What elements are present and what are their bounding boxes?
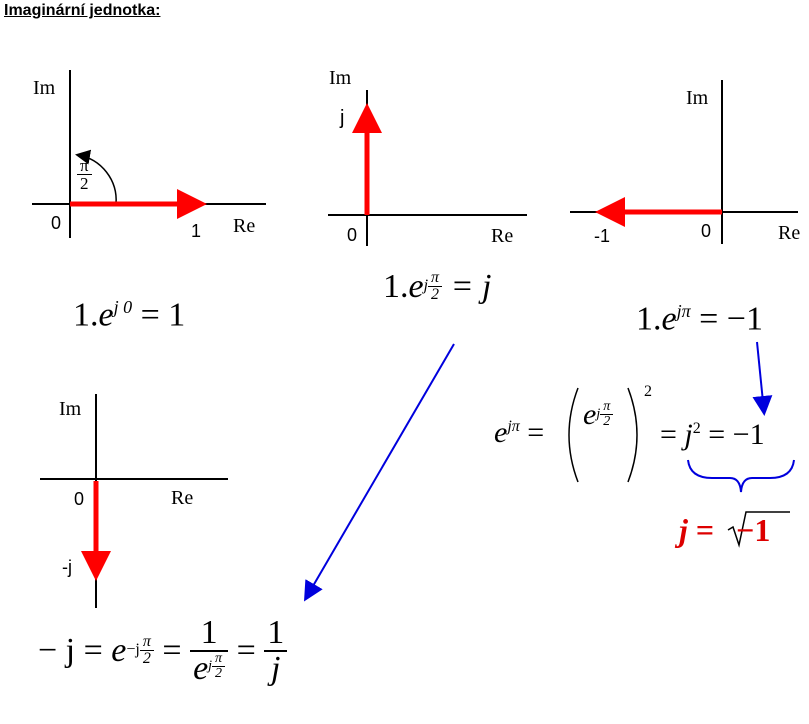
d3-tip-label: -1: [594, 226, 611, 246]
blue-brace: [687, 459, 795, 493]
eq4-left-paren: [568, 387, 579, 483]
equation-2: 1.ej π 2 = j: [383, 268, 492, 305]
d2-tip-label: j: [340, 107, 345, 129]
d4-tip-label: -j: [62, 557, 72, 577]
d2-im-label: Im: [329, 67, 352, 89]
equation-4-rhs: = j2 = −1: [660, 418, 765, 451]
eq4-right-paren: [627, 387, 638, 483]
d4-im-label: Im: [59, 398, 82, 420]
blue-arrow-to-eq6: [303, 343, 455, 602]
d4-re-label: Re: [171, 487, 194, 509]
d3-im-label: Im: [686, 87, 709, 109]
d1-angle-arc: [75, 149, 117, 205]
equation-4-outer-exponent: 2: [644, 383, 652, 400]
sqrt-sign: [727, 511, 790, 548]
d1-zero-label: 0: [51, 213, 62, 233]
d1-re-label: Re: [233, 215, 256, 237]
d2-re-label: Re: [491, 225, 514, 247]
d3-re-label: Re: [778, 222, 801, 244]
d3-zero-label: 0: [701, 221, 712, 241]
equation-5: j = −1: [679, 512, 771, 548]
page-title: Imaginární jednotka:: [4, 2, 161, 19]
d1-im-label: Im: [33, 77, 56, 99]
d4-zero-label: 0: [74, 489, 85, 509]
equation-4-inner: ej π 2: [583, 400, 614, 430]
equation-6: − j = e−j π 2 = 1 ej π 2 = 1 j: [38, 616, 288, 686]
blue-arrow-to-j2: [752, 341, 773, 416]
d2-zero-label: 0: [347, 225, 358, 245]
equation-1: 1.ej 0 = 1: [73, 296, 186, 334]
d1-tip-label: 1: [191, 221, 202, 241]
equation-4-lhs: ejπ =: [494, 416, 545, 449]
equation-3: 1.ejπ = −1: [636, 300, 763, 338]
eq5-radicand: −1: [736, 512, 771, 548]
